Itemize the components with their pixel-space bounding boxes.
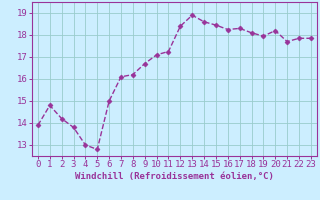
X-axis label: Windchill (Refroidissement éolien,°C): Windchill (Refroidissement éolien,°C) <box>75 172 274 181</box>
